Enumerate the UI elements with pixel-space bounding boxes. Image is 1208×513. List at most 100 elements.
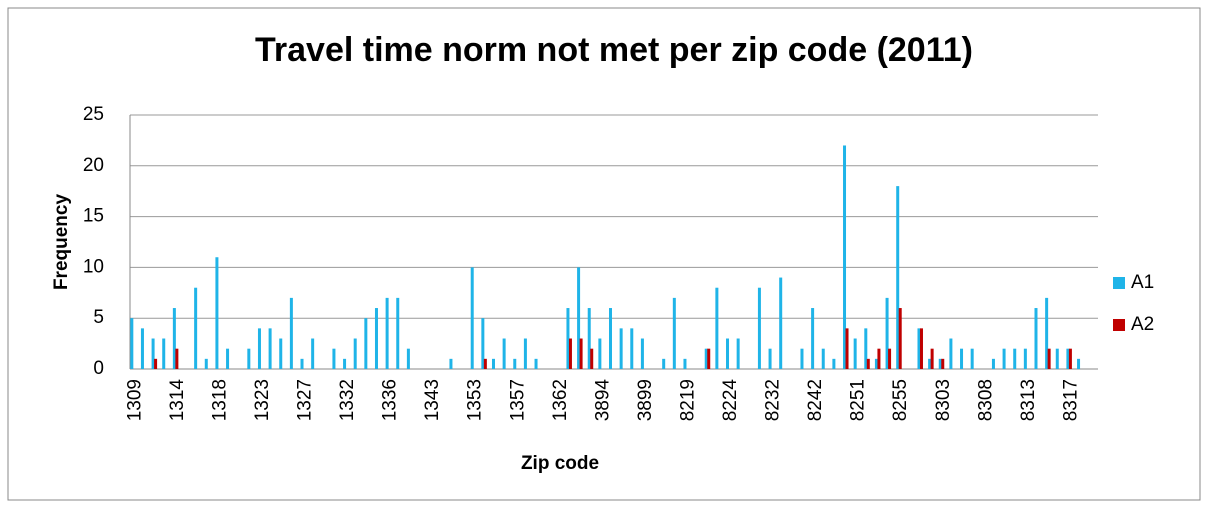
bar <box>449 358 453 369</box>
bar <box>481 318 485 369</box>
bar <box>707 348 711 369</box>
bar <box>1045 297 1049 369</box>
bar <box>215 257 219 369</box>
bar <box>941 358 945 369</box>
bar <box>715 287 719 369</box>
x-tick-label: 8255 <box>890 379 911 421</box>
bar <box>991 358 995 369</box>
bar <box>194 287 198 369</box>
bar <box>204 358 208 369</box>
bar <box>579 338 583 369</box>
bar <box>811 308 815 369</box>
x-tick-label: 1309 <box>124 379 145 421</box>
legend-swatch <box>1113 319 1125 331</box>
x-tick-label: 8242 <box>805 379 826 421</box>
bar <box>587 308 591 369</box>
bar <box>568 338 572 369</box>
bar <box>866 358 870 369</box>
bar <box>151 338 155 369</box>
bar <box>154 358 158 369</box>
bar <box>172 308 176 369</box>
bar <box>289 297 293 369</box>
x-tick-label: 8308 <box>975 379 996 421</box>
x-tick-label: 8232 <box>763 379 784 421</box>
bar <box>672 297 676 369</box>
bar <box>800 348 804 369</box>
bar <box>1047 348 1051 369</box>
bar <box>364 318 368 369</box>
bar <box>619 328 623 369</box>
bar <box>888 348 892 369</box>
bar <box>470 267 474 369</box>
bar <box>534 358 538 369</box>
y-tick-label: 0 <box>93 358 104 379</box>
bar <box>577 267 581 369</box>
bar <box>406 348 410 369</box>
bar <box>1068 348 1072 369</box>
x-tick-label: 1327 <box>295 379 316 421</box>
bar <box>970 348 974 369</box>
x-tick-label: 1332 <box>337 379 358 421</box>
bar <box>1002 348 1006 369</box>
bar <box>949 338 953 369</box>
bar <box>768 348 772 369</box>
bar <box>353 338 357 369</box>
bar <box>598 338 602 369</box>
bar <box>1055 348 1059 369</box>
x-tick-label: 1314 <box>167 379 188 422</box>
bar <box>523 338 527 369</box>
bar <box>140 328 144 369</box>
bar <box>396 297 400 369</box>
x-tick-label: 3899 <box>635 379 656 421</box>
bar <box>311 338 315 369</box>
bar <box>704 348 708 369</box>
x-tick-label: 8219 <box>677 379 698 421</box>
bar <box>683 358 687 369</box>
x-tick-label: 1318 <box>209 379 230 421</box>
bar <box>662 358 666 369</box>
bar <box>864 328 868 369</box>
x-tick-label: 1336 <box>380 379 401 421</box>
bar <box>928 358 932 369</box>
bar <box>130 318 134 369</box>
bar <box>843 145 847 369</box>
bar <box>268 328 272 369</box>
bar <box>938 358 942 369</box>
bar <box>1077 358 1081 369</box>
bar <box>845 328 849 369</box>
bar <box>226 348 230 369</box>
bar <box>332 348 336 369</box>
bar <box>257 328 261 369</box>
x-tick-label: 3894 <box>592 379 613 422</box>
x-tick-label: 8251 <box>848 379 869 421</box>
y-tick-label: 10 <box>83 256 104 277</box>
bar <box>919 328 923 369</box>
bar <box>874 358 878 369</box>
bar <box>832 358 836 369</box>
y-tick-label: 20 <box>83 155 104 176</box>
bar <box>779 277 783 369</box>
bar <box>513 358 517 369</box>
bar <box>609 308 612 369</box>
bar <box>374 308 378 369</box>
bar <box>1066 348 1070 369</box>
legend-swatch <box>1113 277 1125 289</box>
bar <box>1013 348 1017 369</box>
bar <box>247 348 251 369</box>
chart-frame <box>7 7 1201 501</box>
bar <box>896 186 900 369</box>
bar <box>491 358 495 369</box>
bar <box>590 348 594 369</box>
bar <box>917 328 921 369</box>
bar <box>385 297 389 369</box>
bar <box>162 338 166 369</box>
bar <box>175 348 179 369</box>
bar <box>483 358 487 369</box>
bar <box>853 338 857 369</box>
bar <box>343 358 347 369</box>
bar <box>930 348 934 369</box>
bar <box>1023 348 1027 369</box>
bar <box>821 348 825 369</box>
x-tick-label: 8317 <box>1060 379 1081 421</box>
